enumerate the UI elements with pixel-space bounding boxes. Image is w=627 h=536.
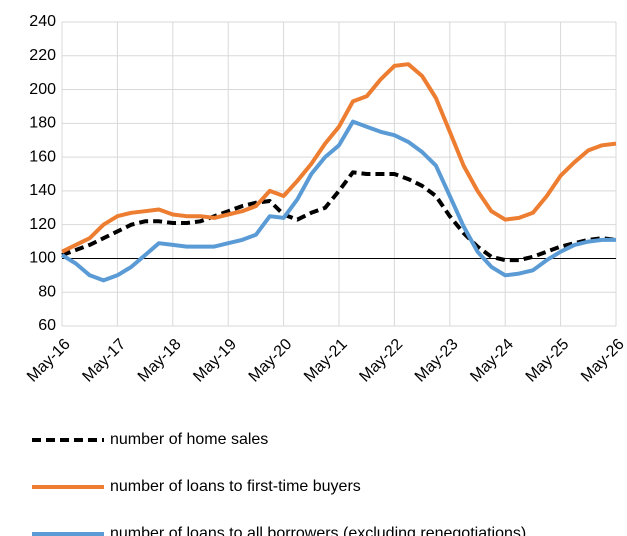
legend-label: number of home sales [110,431,268,448]
x-tick-label: May-16 [24,336,74,386]
y-tick-label: 200 [29,81,56,98]
y-tick-label: 60 [38,317,56,334]
y-tick-label: 140 [29,182,56,199]
x-tick-label: May-25 [523,336,573,386]
y-tick-label: 80 [38,283,56,300]
y-tick-label: 100 [29,250,56,267]
series-line [60,119,616,283]
x-tick-label: May-20 [246,336,296,386]
x-tick-label: May-17 [79,336,129,386]
x-tick-label: May-18 [135,336,185,386]
x-tick-label: May-19 [190,336,240,386]
y-tick-label: 220 [29,47,56,64]
legend-label: number of loans to first-time buyers [110,478,361,495]
y-tick-label: 160 [29,148,56,165]
series-line [61,62,617,254]
series-line [61,170,617,263]
x-tick-label: May-23 [412,336,462,386]
y-tick-label: 240 [29,13,56,30]
y-tick-label: 120 [29,216,56,233]
x-tick-label: May-24 [467,336,517,386]
x-tick-label: May-22 [356,336,406,386]
y-tick-label: 180 [29,115,56,132]
x-tick-label: May-26 [578,336,627,386]
legend-label: number of loans to all borrowers (exclud… [110,525,526,536]
x-tick-label: May-21 [301,336,351,386]
